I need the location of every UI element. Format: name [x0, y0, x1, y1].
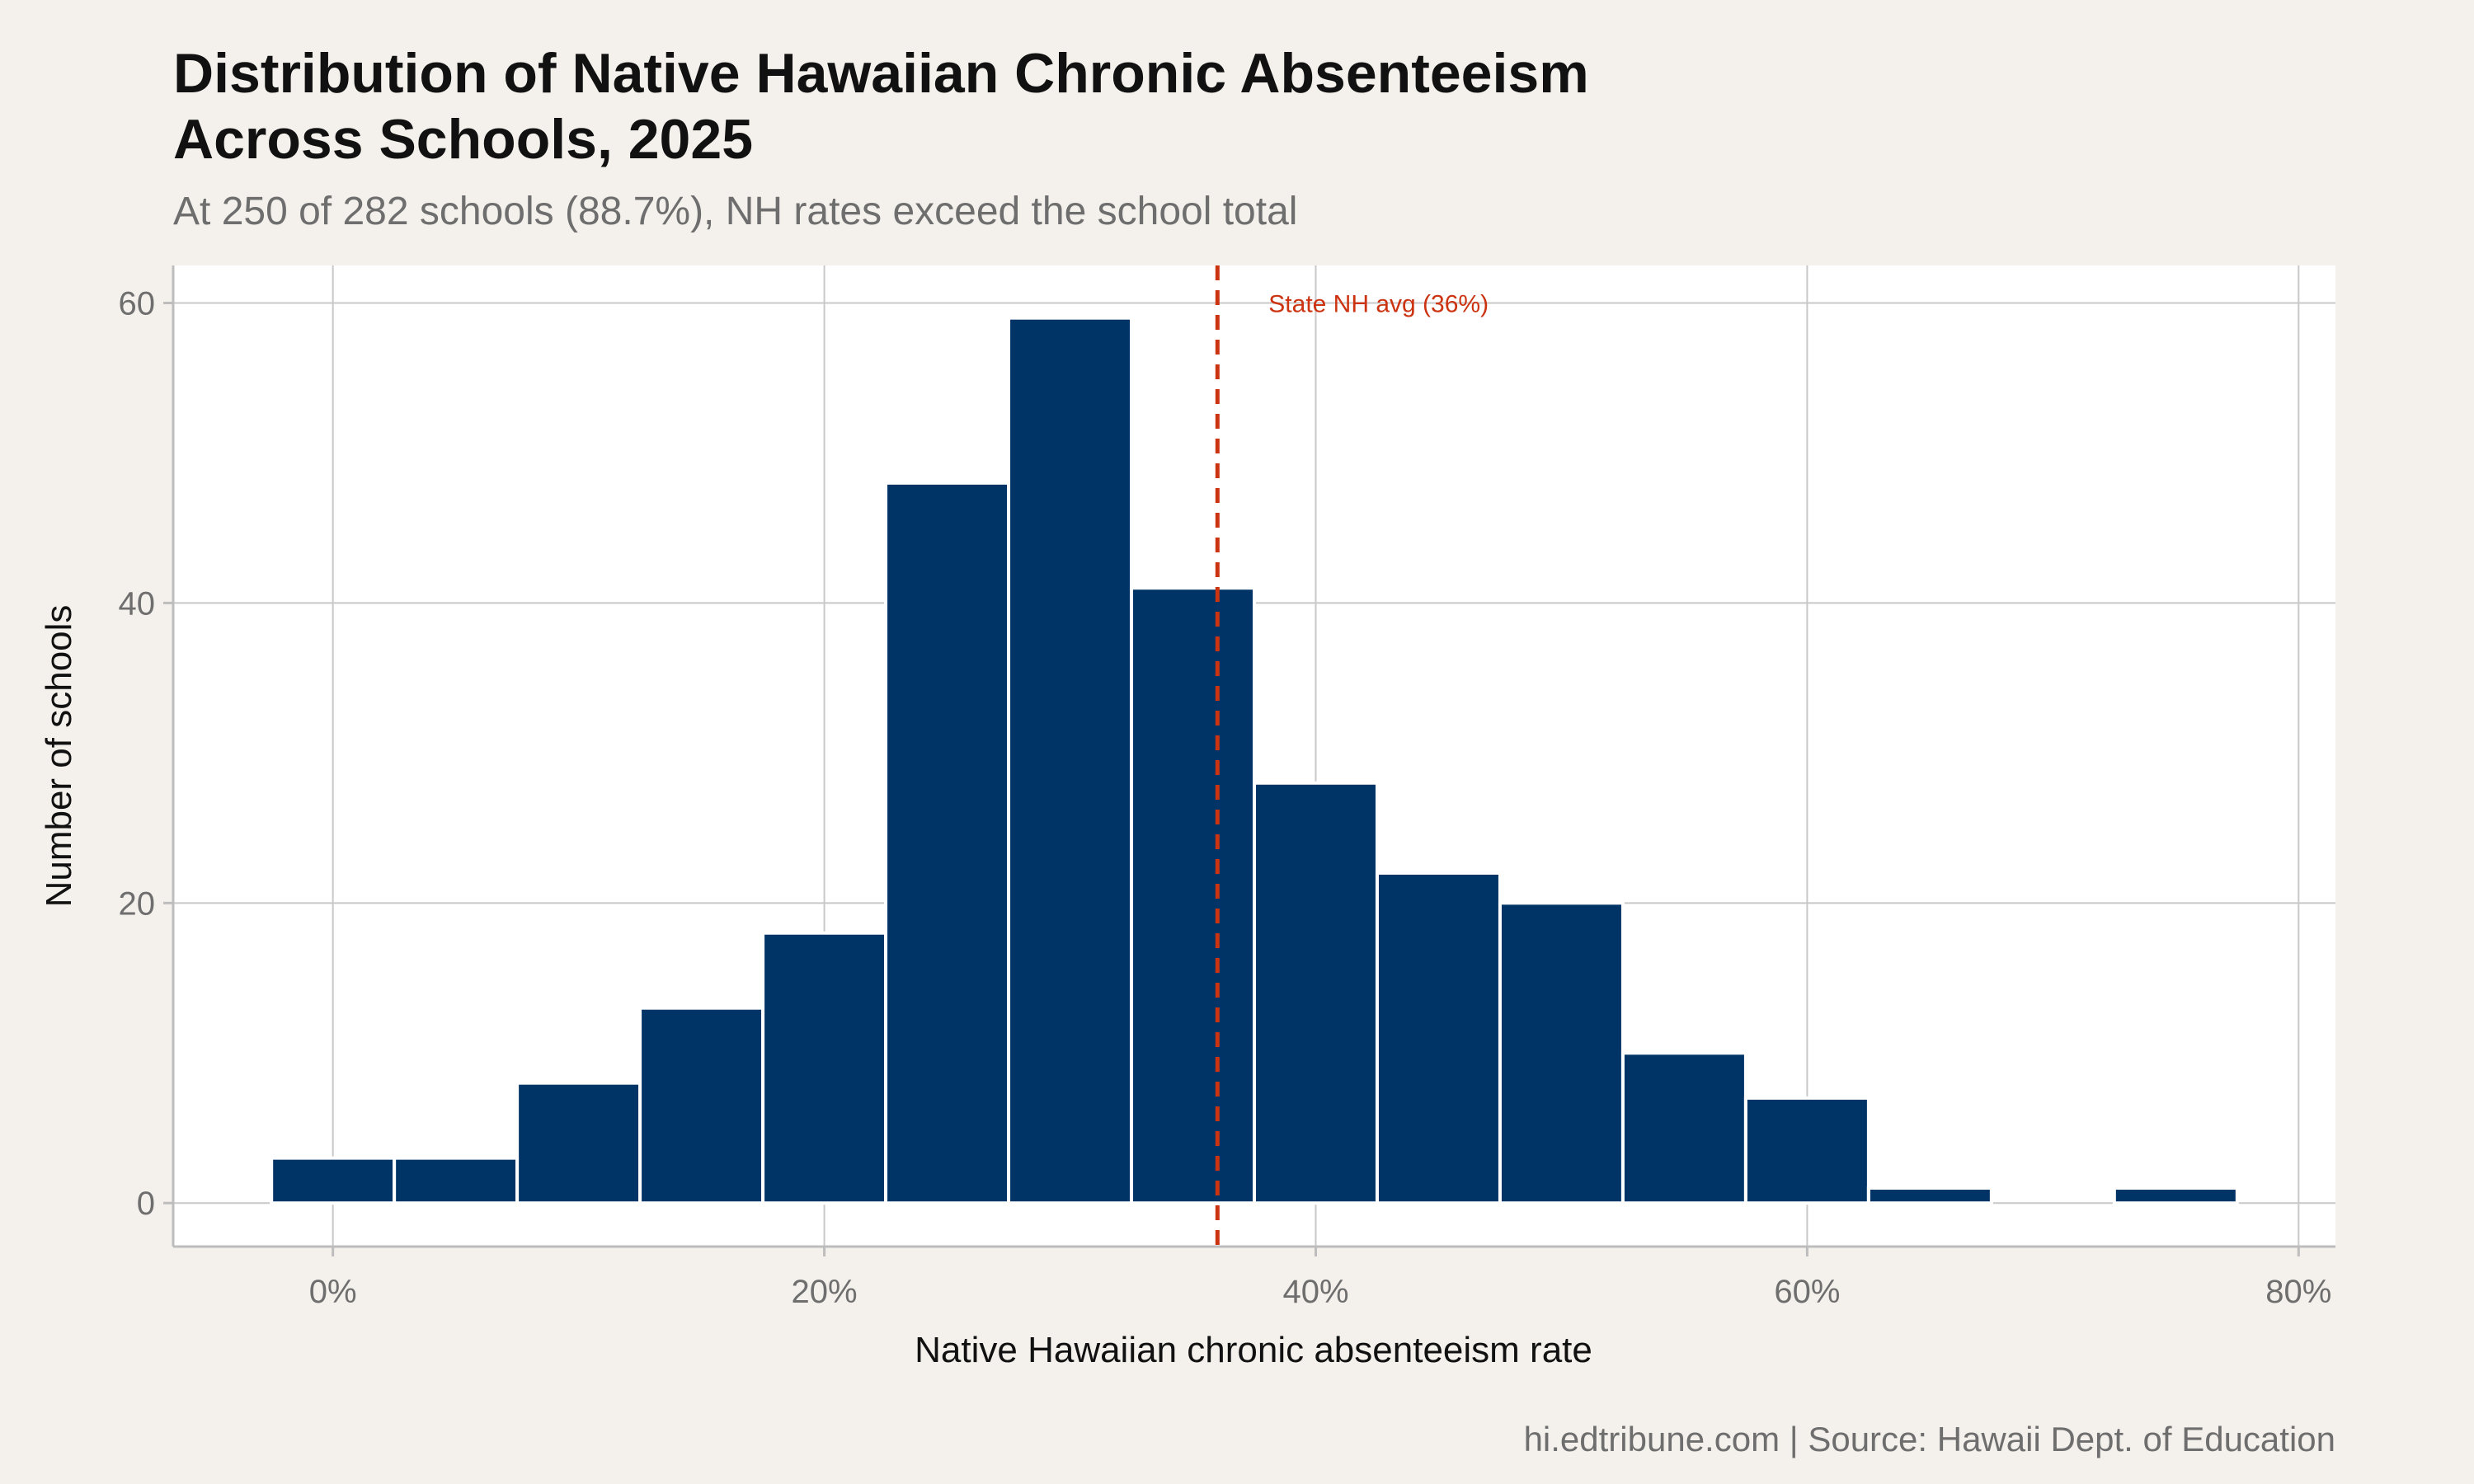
reference-line-label: State NH avg (36%) — [1268, 290, 1489, 317]
x-tick-label: 0% — [309, 1274, 357, 1310]
histogram-bar-2 — [515, 1081, 642, 1205]
histogram-bar-5 — [884, 481, 1011, 1205]
x-tick-label: 80% — [2265, 1274, 2331, 1310]
histogram-bar-8 — [1253, 781, 1379, 1205]
histogram-bar-3 — [638, 1006, 765, 1205]
y-tick-label: 60 — [119, 285, 156, 322]
histogram-bar-1 — [393, 1156, 520, 1205]
y-axis-title: Number of schools — [39, 605, 79, 908]
histogram-bar-11 — [1620, 1051, 1747, 1205]
histogram-bar-15 — [2112, 1186, 2239, 1205]
histogram-bars — [270, 316, 2239, 1205]
y-tick-label: 40 — [119, 585, 156, 622]
axes — [172, 265, 2335, 1248]
chart-subtitle: At 250 of 282 schools (88.7%), NH rates … — [173, 190, 1297, 233]
x-axis-title: Native Hawaiian chronic absenteeism rate — [915, 1330, 1592, 1370]
histogram-bar-12 — [1743, 1096, 1870, 1205]
x-tick-label: 60% — [1774, 1274, 1840, 1310]
y-tick-label: 0 — [137, 1186, 155, 1222]
source-caption: hi.edtribune.com | Source: Hawaii Dept. … — [1524, 1420, 2335, 1458]
y-tick-label: 20 — [119, 885, 156, 922]
histogram-bar-0 — [270, 1156, 397, 1205]
histogram-bar-6 — [1007, 316, 1134, 1205]
histogram-bar-7 — [1130, 586, 1256, 1205]
y-tick-labels: 0 20 40 60 — [119, 285, 173, 1222]
histogram-bar-4 — [761, 931, 888, 1205]
x-tick-label: 40% — [1282, 1274, 1348, 1310]
x-tick-label: 20% — [792, 1274, 858, 1310]
histogram-bar-10 — [1498, 901, 1625, 1205]
chart-title-line-1: Distribution of Native Hawaiian Chronic … — [173, 42, 1589, 105]
chart-title-line-2: Across Schools, 2025 — [173, 108, 753, 171]
histogram-bar-9 — [1375, 871, 1502, 1205]
histogram-bar-13 — [1866, 1186, 1993, 1205]
reference-line-group: State NH avg (36%) — [1215, 265, 1489, 1247]
x-tick-labels: 0% 20% 40% 60% 80% — [309, 1247, 2331, 1310]
